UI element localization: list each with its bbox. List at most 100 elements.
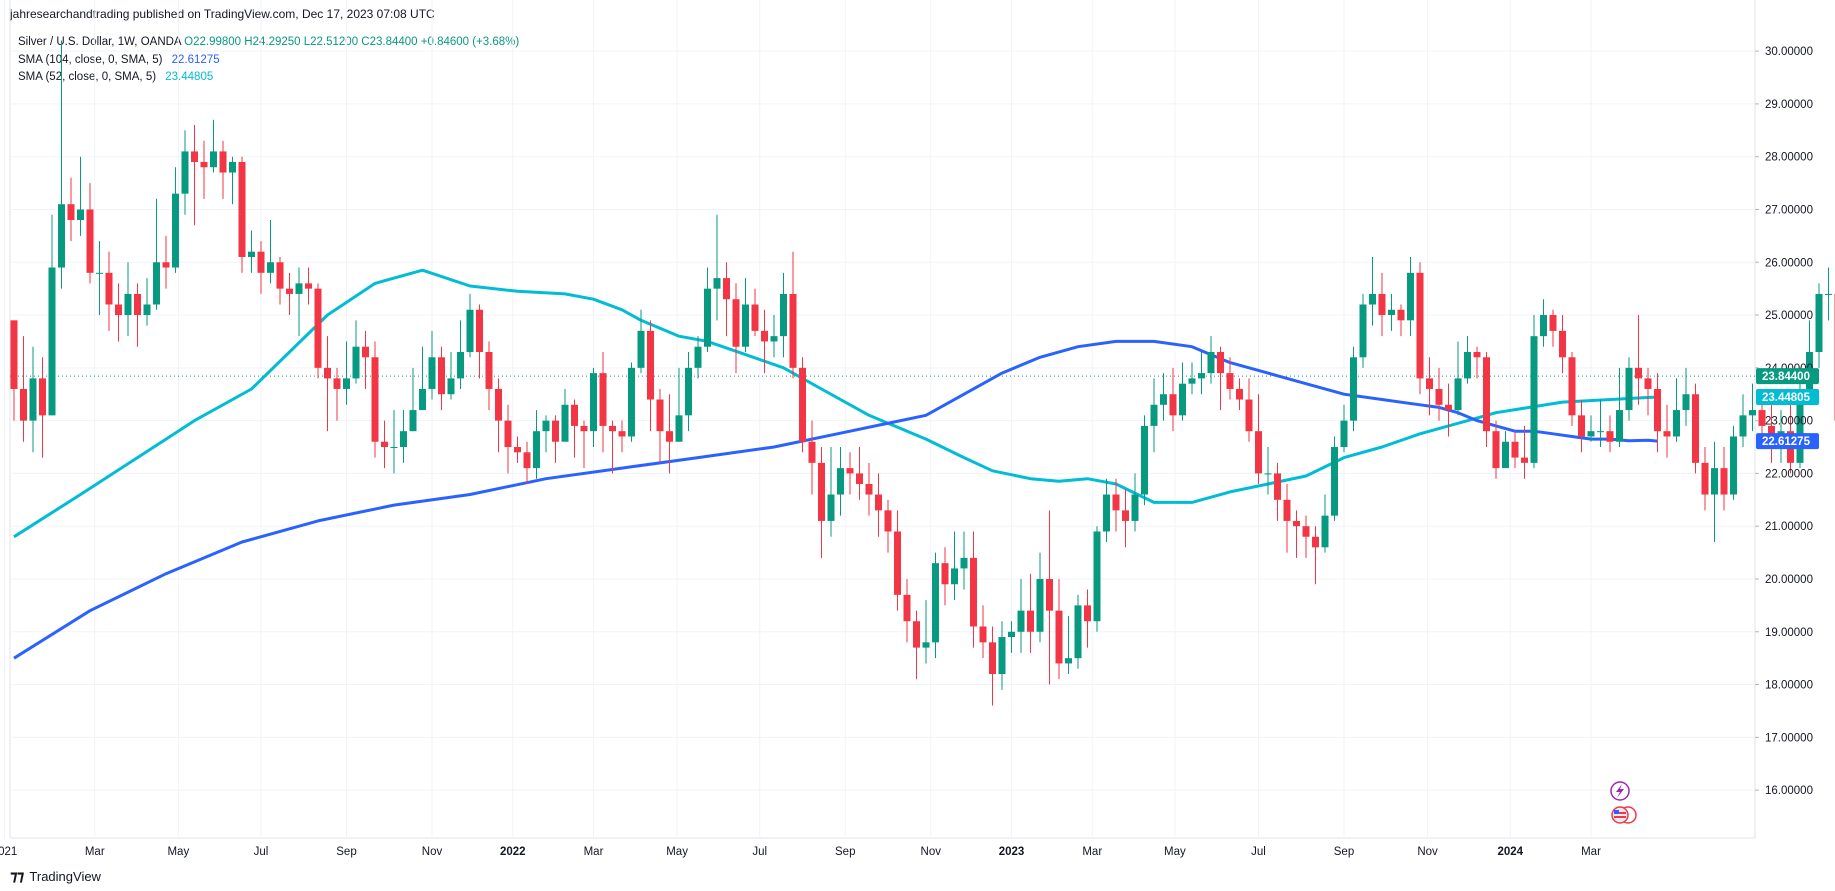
legend-sma52-row[interactable]: SMA (52, close, 0, SMA, 5) 23.44805 [18, 69, 519, 87]
candle-body [419, 388, 426, 411]
candle-body [1112, 494, 1120, 511]
candle [951, 531, 958, 601]
candle-body [922, 642, 930, 648]
candle [1302, 515, 1310, 558]
candle [172, 167, 179, 273]
candle [713, 214, 721, 321]
sma52-value: 23.44805 [165, 71, 214, 83]
candle-body [58, 204, 65, 268]
candle [1635, 315, 1642, 405]
candle [533, 410, 540, 479]
candle [1169, 367, 1177, 432]
candle-body [1027, 610, 1034, 632]
moving-averages [13, 268, 1658, 660]
y-tick-label: 25.00000 [1765, 310, 1813, 322]
candle-body [1473, 352, 1481, 358]
candle-body [846, 468, 854, 474]
candle-body [742, 304, 749, 347]
tradingview-footer[interactable]: ⁊⁊ TradingView [10, 867, 101, 885]
candle [333, 367, 341, 421]
candle [134, 283, 141, 347]
legend-symbol-row: Silver / U.S. Dollar, 1W, OANDA O22.9980… [18, 34, 519, 52]
candle [20, 336, 27, 442]
us-flag-event-icon [1619, 806, 1637, 824]
candle [257, 241, 265, 294]
time-axis: 2021 Mar May Jul Sep Nov 2022 Mar May Jul Sep Nov 20… [0, 846, 1601, 858]
x-tick-label: Nov [422, 846, 443, 858]
candle-body [761, 330, 768, 342]
candle-body [1302, 526, 1310, 537]
candle [970, 531, 977, 648]
candle-body [286, 288, 293, 294]
candle-body [1350, 357, 1357, 421]
candle [1825, 267, 1832, 321]
candle-body [476, 309, 483, 352]
candle [770, 315, 778, 358]
y-tick-label: 22.00000 [1765, 468, 1813, 480]
candle [1008, 621, 1015, 653]
candle [941, 547, 949, 606]
candle-body [1321, 515, 1329, 548]
x-tick-label: May [666, 846, 688, 858]
candle [685, 352, 692, 432]
candle [789, 251, 797, 379]
candle-body [1825, 293, 1832, 295]
candle-body [257, 251, 265, 273]
candle-body [1340, 420, 1348, 448]
candle-body [1597, 431, 1604, 433]
candle-body [713, 278, 721, 289]
candle-body [86, 209, 94, 273]
price-label-box [1756, 433, 1819, 450]
candle-body [913, 621, 920, 648]
candle-body [1511, 441, 1519, 458]
sma52-line [13, 268, 1658, 539]
candle [1255, 394, 1262, 484]
candle-body [96, 272, 103, 274]
candle-body [1464, 352, 1471, 379]
price-label-box [1756, 388, 1819, 405]
candle [875, 473, 882, 537]
candle [1369, 256, 1376, 326]
candle-body [1188, 378, 1196, 384]
candle [884, 499, 892, 553]
candle [561, 388, 569, 442]
candle-body [637, 330, 645, 368]
candle [1578, 399, 1585, 453]
candle-body [1568, 357, 1576, 416]
candle [675, 367, 683, 442]
candle-body [1131, 494, 1139, 521]
candle [1407, 256, 1414, 337]
candle-body [124, 293, 132, 316]
candle-body [390, 447, 398, 449]
candle-body [1255, 431, 1262, 474]
y-tick-label: 20.00000 [1765, 574, 1813, 586]
candle [1046, 510, 1053, 685]
candle-body [276, 262, 284, 289]
candle [1492, 420, 1500, 479]
candle-body [295, 283, 303, 294]
candle-body [343, 378, 350, 389]
candle-body [1226, 373, 1234, 389]
candle [1549, 309, 1557, 347]
candle-body [675, 415, 683, 442]
candle [1141, 415, 1148, 506]
x-tick-label: Sep [336, 846, 356, 858]
candle [827, 447, 835, 537]
candle [200, 140, 208, 199]
legend-sma104-row[interactable]: SMA (104, close, 0, SMA, 5) 22.61275 [18, 52, 519, 70]
y-tick-label: 26.00000 [1765, 257, 1813, 269]
candle [495, 378, 502, 453]
candle-body [751, 304, 759, 331]
candle-body [1160, 394, 1167, 405]
candle [1616, 367, 1623, 448]
candle [1739, 394, 1747, 448]
symbol-title[interactable]: Silver / U.S. Dollar, 1W, OANDA [18, 36, 181, 48]
x-tick-label: May [167, 846, 189, 858]
candle-body [1293, 520, 1300, 527]
flag-canton [1614, 810, 1619, 814]
candle-body [1711, 468, 1718, 495]
candle-body [115, 304, 122, 316]
candle [352, 320, 360, 384]
candle [1378, 272, 1386, 337]
